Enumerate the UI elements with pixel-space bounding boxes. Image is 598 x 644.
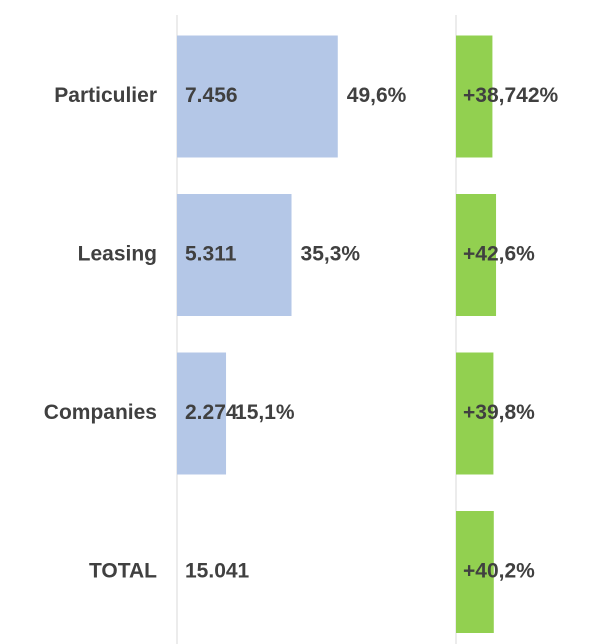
category-label: Particulier: [54, 84, 157, 107]
growth-bar: [456, 352, 494, 475]
share-label: 35,3%: [301, 243, 361, 266]
growth-label: +42,6%: [463, 243, 535, 266]
share-label: 49,6%: [347, 84, 407, 107]
share-label: 15,1%: [235, 401, 295, 424]
growth-label: +40,2%: [463, 560, 535, 583]
growth-bar: [456, 35, 493, 158]
growth-bar: [456, 194, 497, 316]
value-label: 5.311: [185, 243, 237, 266]
category-label: Companies: [44, 401, 157, 424]
bar: [177, 35, 338, 158]
value-label: 7.456: [185, 84, 238, 107]
growth-label: +39,8%: [463, 401, 535, 424]
bar: [177, 352, 227, 475]
growth-bar: [456, 511, 494, 633]
category-label: TOTAL: [89, 560, 157, 583]
value-label: 2.274: [185, 401, 238, 424]
growth-label: +38,742%: [463, 84, 558, 107]
bar: [177, 194, 292, 316]
category-label: Leasing: [78, 243, 157, 266]
total-label: 15.041: [185, 560, 250, 583]
